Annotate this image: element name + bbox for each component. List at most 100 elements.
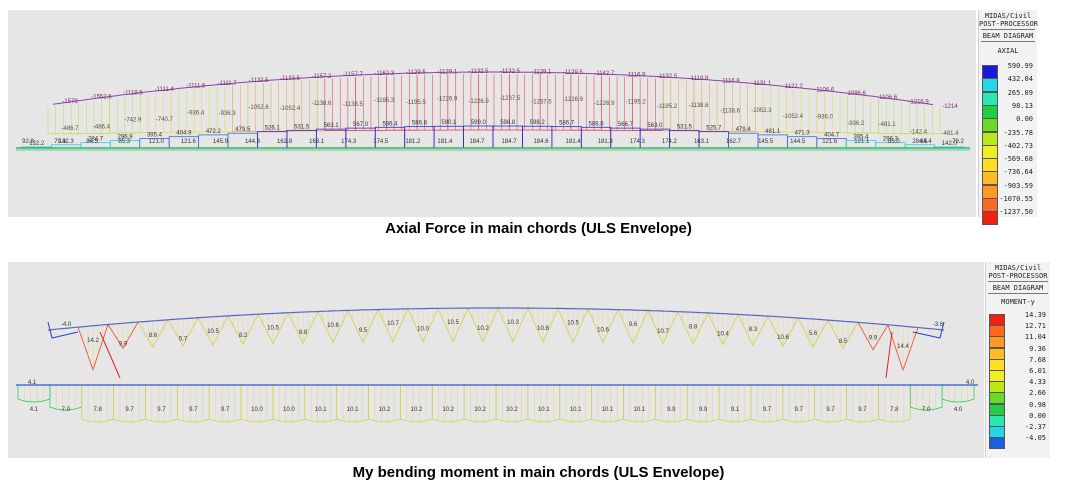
- tension-value-label: 586.8: [589, 121, 605, 127]
- deck-axial-label: 145.5: [758, 139, 774, 145]
- compression-value-label: -1226.9: [563, 97, 584, 103]
- arch-axial-label: -1118.8: [689, 76, 709, 82]
- legend-value: 7.68: [1029, 355, 1046, 364]
- arch-axial-label: -1106.6: [814, 88, 835, 94]
- tension-value-label: 566.7: [618, 122, 634, 128]
- deck-moment-label: 10.1: [570, 407, 582, 413]
- tension-value-label: 296.9: [118, 135, 134, 141]
- compression-value-label: -142.4: [910, 130, 928, 136]
- legend-value: 12.71: [1024, 322, 1046, 331]
- compression-value-label: -481.4: [941, 131, 959, 137]
- deck-moment-label: 7.8: [890, 407, 899, 413]
- deck-moment-envelope: [81, 385, 114, 423]
- deck-moment-label: 9.1: [731, 407, 740, 413]
- deck-moment-label: 9.7: [858, 407, 867, 413]
- tension-value-label: 472.2: [206, 129, 222, 135]
- arch-moment-label: 5.7: [179, 337, 188, 343]
- compression-value-label: -1195.3: [374, 98, 395, 104]
- axial-legend: MIDAS/Civil POST-PROCESSOR BEAM DIAGRAM …: [978, 10, 1038, 226]
- arch-moment-label: 9.5: [359, 328, 368, 334]
- deck-axial-label: 121.0: [149, 139, 165, 145]
- deck-axial-label: 85.3: [118, 139, 130, 145]
- compression-value-label: -936.3: [219, 111, 237, 117]
- tension-value-label: 586.8: [412, 121, 428, 127]
- deck-moment-envelope: [17, 385, 51, 403]
- arch-axial-label: -1132.5: [500, 69, 521, 75]
- deck-moment-label: 9.7: [795, 407, 804, 413]
- legend-value: 2.66: [1029, 389, 1046, 398]
- compression-value-label: -481.1: [879, 122, 897, 128]
- arch-moment-label: 8.6: [149, 333, 158, 339]
- deck-moment-label: 9.9: [699, 407, 708, 413]
- compression-value-label: -1138.6: [311, 101, 332, 107]
- legend-value: -903.59: [1003, 181, 1033, 190]
- deck-axial-label: 121.1: [854, 139, 870, 145]
- deck-moment-envelope: [718, 385, 752, 423]
- arch-axial-label: -1132.5: [249, 78, 270, 84]
- moment-envelope: [377, 308, 409, 344]
- legend-value: -402.73: [1003, 141, 1033, 150]
- deck-moment-label: 9.9: [667, 407, 676, 413]
- deck-moment-label: 10.1: [315, 407, 327, 413]
- compression-value-label: -1237.5: [500, 96, 521, 102]
- legend-color-swatch: [989, 426, 1005, 438]
- arch-moment-label: 10.6: [327, 323, 339, 329]
- tension-value-label: 586.7: [559, 121, 575, 127]
- legend-divider: [988, 293, 1048, 294]
- legend-color-swatch: [989, 358, 1005, 371]
- deck-moment-label: 9.7: [826, 407, 835, 413]
- tension-value-label: 142.0: [942, 141, 958, 147]
- moment-envelope: [557, 308, 589, 344]
- deck-moment-label: 10.1: [634, 407, 646, 413]
- arch-moment-label: 10.7: [657, 329, 669, 335]
- deck-axial-label: 121.6: [822, 139, 838, 145]
- deck-moment-envelope: [654, 385, 688, 423]
- tension-value-label: 395.4: [853, 135, 869, 141]
- deck-end-label: 4.1: [28, 380, 37, 386]
- legend-color-swatch: [989, 325, 1005, 338]
- compression-value-label: -936.4: [187, 111, 205, 117]
- legend-header-line: BEAM DIAGRAM: [992, 284, 1044, 292]
- arch-axial-label: -1157.7: [343, 72, 364, 78]
- deck-moment-label: 4.1: [30, 407, 39, 413]
- legend-color-swatch: [982, 184, 998, 199]
- deck-moment-envelope: [463, 385, 497, 423]
- compression-value-label: -1226.9: [437, 96, 458, 102]
- deck-moment-envelope: [176, 385, 210, 423]
- arch-end-label: -3.6: [933, 322, 944, 328]
- tension-value-label: 296.3: [883, 137, 899, 143]
- arch-moment-label: 8.8: [689, 324, 698, 330]
- tension-value-label: 284.7: [88, 137, 104, 143]
- compression-value-label: -1195.2: [626, 99, 647, 105]
- legend-value: 0.98: [1029, 400, 1046, 409]
- arch-axial-label: -1132.5: [469, 69, 490, 75]
- compression-value-label: -1195.5: [406, 100, 427, 106]
- moment-legend: MIDAS/Civil POST-PROCESSOR BEAM DIAGRAM …: [985, 262, 1050, 458]
- bending-moment-caption: My bending moment in main chords (ULS En…: [352, 464, 725, 481]
- deck-moment-envelope: [208, 385, 242, 423]
- arch-axial-label: -1106.6: [877, 95, 898, 101]
- legend-value: 6.01: [1029, 367, 1046, 375]
- deck-moment-envelope: [527, 385, 561, 423]
- axial-force-diagram: -1578 -1552.6 -1119.5 -1111.4 -1111.6 -1111.7…: [16, 69, 970, 151]
- compression-value-label: -1237.5: [531, 99, 552, 105]
- legend-value: 432.04: [1007, 75, 1033, 84]
- deck-axial-label: 92.8: [22, 139, 34, 145]
- deck-moment-label: 10.2: [379, 407, 391, 413]
- legend-value: 11.04: [1024, 333, 1046, 342]
- legend-quantity: MOMENT-y: [1001, 298, 1035, 306]
- deck-moment-envelope: [431, 385, 465, 423]
- tension-value-label: 598.8: [500, 120, 516, 126]
- arch-moment-label: 10.0: [417, 327, 429, 333]
- arch-moment-label: 10.7: [387, 321, 399, 327]
- deck-moment-envelope: [941, 385, 975, 403]
- legend-value: -569.68: [1003, 155, 1033, 164]
- deck-axial-label: 174.5: [373, 139, 389, 145]
- legend-value: -235.78: [1003, 128, 1033, 137]
- tension-value-label: 395.4: [147, 133, 163, 139]
- arch-axial-label: -1111.4: [155, 87, 175, 93]
- tension-value-label: 531.5: [677, 124, 693, 130]
- tension-value-label: 132.2: [29, 141, 45, 147]
- deck-moment-label: 9.7: [763, 407, 772, 413]
- deck-moment-label: 9.7: [221, 407, 230, 413]
